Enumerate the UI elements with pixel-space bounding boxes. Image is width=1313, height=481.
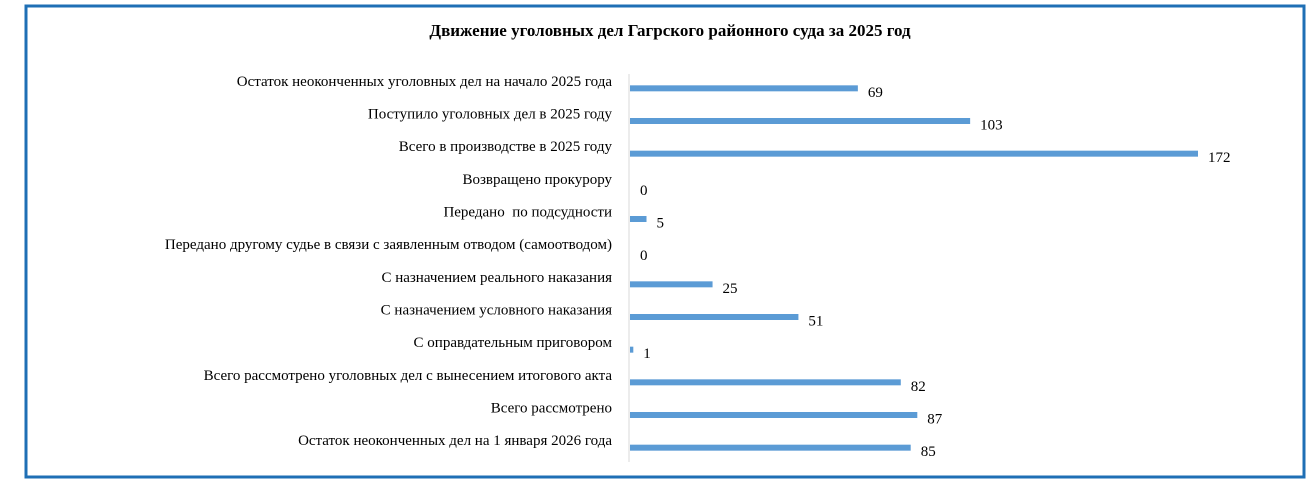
category-label: Всего в производстве в 2025 году xyxy=(399,139,613,155)
value-label: 0 xyxy=(640,183,648,199)
chart-title: Движение уголовных дел Гагрского районно… xyxy=(429,21,911,40)
value-label: 87 xyxy=(927,411,943,427)
category-label: Всего рассмотрено xyxy=(491,400,612,416)
category-label: Передано другому судье в связи с заявлен… xyxy=(165,237,612,253)
bar xyxy=(630,412,918,418)
value-label: 172 xyxy=(1208,150,1231,166)
bar xyxy=(630,314,799,320)
value-label: 0 xyxy=(640,248,648,264)
value-label: 1 xyxy=(643,346,651,362)
category-label: С назначением условного наказания xyxy=(381,302,612,318)
value-label: 51 xyxy=(808,313,823,329)
category-label: Поступило уголовных дел в 2025 году xyxy=(368,106,613,122)
category-label: Всего рассмотрено уголовных дел с вынесе… xyxy=(204,368,613,384)
bar xyxy=(630,216,647,222)
value-label: 25 xyxy=(723,281,738,297)
value-label: 69 xyxy=(868,85,883,101)
category-label: Остаток неоконченных дел на 1 января 202… xyxy=(298,433,612,449)
bar xyxy=(630,150,1198,157)
bar xyxy=(630,85,858,92)
value-label: 82 xyxy=(911,379,926,395)
category-label: С назначением реального наказания xyxy=(381,270,612,286)
category-label: С оправдательным приговором xyxy=(414,335,613,351)
value-label: 103 xyxy=(980,117,1003,133)
bar xyxy=(630,281,713,288)
bar xyxy=(630,118,971,124)
category-label: Передано по подсудности xyxy=(443,204,612,220)
bar xyxy=(630,444,911,451)
bar xyxy=(630,346,634,353)
category-label: Остаток неоконченных уголовных дел на на… xyxy=(237,74,613,90)
category-label: Возвращено прокурору xyxy=(462,172,612,188)
chart-frame xyxy=(24,4,1306,479)
value-label: 5 xyxy=(657,215,665,231)
value-label: 85 xyxy=(921,444,936,460)
bar xyxy=(630,379,901,386)
